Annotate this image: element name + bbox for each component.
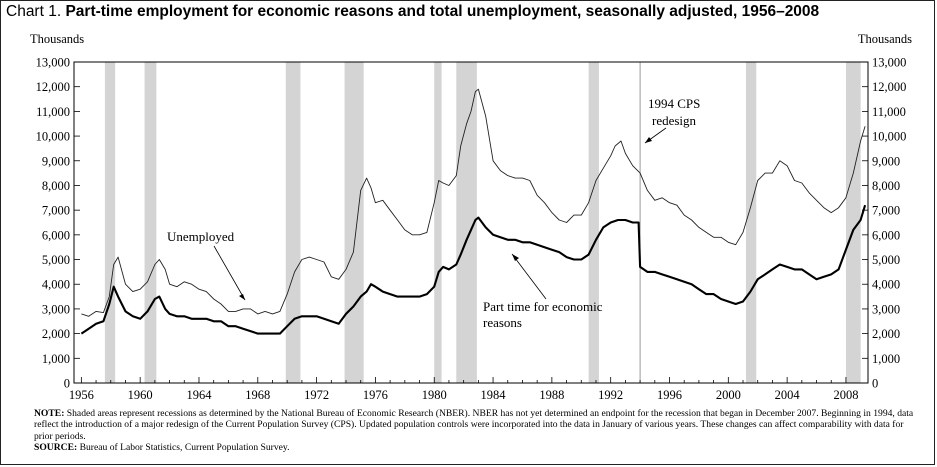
y-axis-label-right: Thousands — [858, 32, 912, 46]
x-tick-label: 1976 — [363, 388, 388, 402]
recession-band-7 — [588, 62, 599, 383]
y-tick-label-right: 6,000 — [872, 228, 900, 242]
x-tick-label: 2004 — [775, 388, 801, 402]
y-tick-label-left: 13,000 — [36, 56, 70, 70]
annotation-parttime-line1: Part time for economic — [483, 299, 603, 314]
series-line-unemployed — [81, 88, 866, 317]
y-tick-label-left: 0 — [64, 377, 70, 391]
recession-band-2 — [144, 62, 157, 383]
note-text: Shaded areas represent recessions as det… — [34, 408, 914, 442]
annotation-redesign-line2: redesign — [652, 113, 697, 128]
note-label: NOTE: — [34, 408, 65, 419]
y-axis-label-left: Thousands — [30, 32, 84, 46]
recession-band-4 — [344, 62, 364, 383]
y-tick-label-left: 12,000 — [36, 80, 70, 94]
recession-band-5 — [434, 62, 442, 383]
chart-title: Chart 1. Part-time employment for econom… — [6, 3, 819, 21]
y-tick-label-right: 8,000 — [872, 179, 900, 193]
y-tick-label-left: 1,000 — [42, 352, 70, 366]
x-tick-label: 1996 — [657, 388, 682, 402]
y-tick-label-left: 4,000 — [42, 278, 70, 292]
series-lines — [80, 88, 867, 335]
y-tick-label-right: 10,000 — [872, 130, 906, 144]
y-tick-label-right: 3,000 — [872, 302, 900, 316]
recession-band-3 — [285, 62, 301, 383]
x-tick-label: 1960 — [128, 388, 153, 402]
x-tick-label: 1968 — [245, 388, 270, 402]
y-tick-label-left: 7,000 — [42, 204, 70, 218]
chart-number: Chart 1. — [6, 3, 62, 20]
annotation-parttime-arrowhead — [512, 254, 519, 261]
x-tick-label: 1964 — [186, 388, 212, 402]
source-text: Bureau of Labor Statistics, Current Popu… — [79, 442, 290, 454]
y-tick-label-right: 12,000 — [872, 80, 906, 94]
annotation-redesign-arrowhead — [645, 137, 652, 143]
y-tick-label-right: 1,000 — [872, 352, 900, 366]
y-tick-label-left: 6,000 — [42, 228, 70, 242]
x-tick-label: 1988 — [539, 388, 564, 402]
axes: 0 0 1,000 1,000 2,000 2,000 3,000 3,000 4,000 4,0… — [36, 56, 907, 403]
plot-area — [73, 61, 869, 384]
annotation-unemployed-arrowhead — [239, 294, 245, 300]
y-tick-label-left: 5,000 — [42, 253, 70, 267]
source-paragraph: SOURCE: Bureau of Labor Statistics, Curr… — [34, 442, 914, 453]
line-chart: Thousands Thousands 0 0 1,000 1,000 2,000 2,0… — [30, 32, 912, 403]
y-tick-label-right: 0 — [872, 377, 878, 391]
y-tick-label-right: 5,000 — [872, 253, 900, 267]
annotation-parttime-pointer — [511, 253, 547, 300]
annotation-unemployed: Unemployed — [167, 229, 235, 244]
y-tick-label-left: 9,000 — [42, 154, 70, 168]
x-tick-label: 1980 — [422, 388, 447, 402]
x-tick-label: 2000 — [716, 388, 741, 402]
y-tick-label-right: 11,000 — [872, 105, 906, 119]
recession-band-1 — [104, 62, 116, 383]
y-tick-label-left: 11,000 — [36, 105, 70, 119]
notes-block: NOTE: Shaded areas represent recessions … — [34, 408, 914, 454]
annotation-unemployed-pointer — [213, 245, 246, 301]
y-tick-label-right: 9,000 — [872, 154, 900, 168]
annotation-redesign-line1: 1994 CPS — [648, 96, 700, 111]
x-tick-label: 1992 — [598, 388, 623, 402]
y-tick-label-left: 10,000 — [36, 130, 70, 144]
y-tick-label-left: 3,000 — [42, 302, 70, 316]
chart-title-text: Part-time employment for economic reason… — [65, 3, 820, 20]
y-tick-label-right: 7,000 — [872, 204, 900, 218]
x-tick-label: 1956 — [69, 388, 94, 402]
y-tick-label-right: 13,000 — [872, 56, 906, 70]
source-label: SOURCE: — [34, 442, 78, 454]
y-tick-label-right: 4,000 — [872, 278, 900, 292]
annotations: 1994 CPS redesign Unemployed Part time f… — [167, 96, 700, 330]
series-line-part-time — [80, 204, 867, 335]
y-tick-label-left: 8,000 — [42, 179, 70, 193]
annotation-parttime-line2: reasons — [483, 315, 522, 330]
x-tick-label: 2008 — [833, 388, 858, 402]
recession-band-8 — [745, 62, 757, 383]
note-paragraph: NOTE: Shaded areas represent recessions … — [34, 408, 914, 442]
x-tick-label: 1972 — [304, 388, 329, 402]
y-tick-label-right: 2,000 — [872, 327, 900, 341]
y-tick-label-left: 2,000 — [42, 327, 70, 341]
recession-band-9 — [845, 62, 861, 383]
x-tick-label: 1984 — [481, 388, 507, 402]
